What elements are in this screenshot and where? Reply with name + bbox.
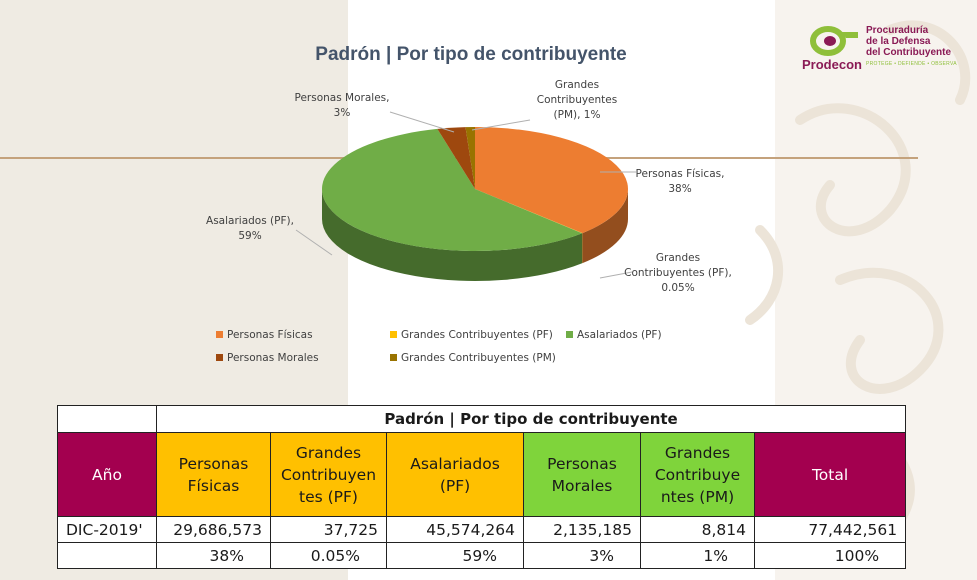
table-header-line: tes (PF) <box>299 487 358 506</box>
legend-swatch <box>216 354 223 361</box>
leader-line <box>295 229 333 256</box>
data-label: Asalariados (PF), 59% <box>206 215 294 242</box>
logo-tagline: PROTEGE • DEFIENDE • OBSERVA <box>866 61 957 67</box>
table-corner-cell <box>57 405 157 433</box>
logo-name-line: Procuraduría <box>866 25 929 36</box>
table-header-line: Personas <box>547 454 617 473</box>
table-header-cell: Personas Morales <box>523 432 641 517</box>
logo-name-line: del Contribuyente <box>866 47 952 58</box>
chart-title: Padrón | Por tipo de contribuyente <box>315 44 626 65</box>
table-cell: DIC-2019' <box>57 516 157 543</box>
table-row: DIC-2019' 29,686,573 37,725 45,574,264 2,135… <box>57 516 907 543</box>
table-header-cell: Personas Físicas <box>156 432 271 517</box>
table-header-line: Grandes <box>664 443 731 462</box>
legend-item: Personas Morales <box>227 352 319 364</box>
pie-slices <box>322 127 628 251</box>
pie-sides <box>322 189 628 281</box>
table-header-row: Año Personas Físicas Grandes Contribuyen tes … <box>57 432 907 517</box>
logo-name-line: de la Defensa <box>866 36 931 47</box>
table-cell: 38% <box>156 542 271 569</box>
table-header-line: (PF) <box>439 476 471 495</box>
leader-line <box>471 119 531 131</box>
legend-item: Grandes Contribuyentes (PF) <box>401 329 553 341</box>
table-title-row: Padrón | Por tipo de contribuyente <box>57 405 907 433</box>
table-header-cell: Grandes Contribuye ntes (PM) <box>640 432 755 517</box>
legend-swatch <box>216 331 223 338</box>
table-cell: 1% <box>640 542 755 569</box>
data-labels: Personas Físicas, 38% Grandes Contribuyente… <box>206 79 732 294</box>
table-header-line: ntes (PM) <box>660 487 735 506</box>
table-header-line: Físicas <box>187 476 240 495</box>
table-cell: 45,574,264 <box>386 516 524 543</box>
data-label: Grandes Contribuyentes (PF), 0.05% <box>624 252 732 294</box>
table-header-line: Total <box>811 465 849 484</box>
table-header-cell: Total <box>753 432 907 517</box>
table-header-line: Personas <box>178 454 249 473</box>
legend-item: Asalariados (PF) <box>577 329 662 341</box>
table-cell: 8,814 <box>640 516 755 543</box>
pie-chart: Padrón | Por tipo de contribuyente Perso… <box>206 44 732 364</box>
data-label: Personas Físicas, 38% <box>636 168 725 195</box>
leader-line <box>389 111 455 133</box>
leader-line <box>599 271 633 279</box>
logo-brand: Prodecon <box>802 57 862 72</box>
table-row: 38% 0.05% 59% 3% 1% 100% <box>57 542 907 569</box>
prodecon-logo: Prodecon Procuraduría de la Defensa del … <box>800 24 960 74</box>
table-header-line: Contribuyen <box>280 465 377 484</box>
legend-item: Personas Físicas <box>227 329 313 341</box>
table-header-cell: Grandes Contribuyen tes (PF) <box>270 432 387 517</box>
table-header-line: Año <box>92 465 122 484</box>
table-header-line: Grandes <box>295 443 362 462</box>
data-label: Personas Morales, 3% <box>295 92 390 119</box>
chart-legend: Personas Físicas Grandes Contribuyentes (… <box>216 329 662 364</box>
table-cell: 2,135,185 <box>523 516 641 543</box>
table-header-line: Asalariados <box>410 454 500 473</box>
prodecon-logo-mark <box>810 26 858 56</box>
table-title: Padrón | Por tipo de contribuyente <box>155 405 907 433</box>
table-header-cell: Asalariados (PF) <box>386 432 524 517</box>
leader-lines <box>295 111 636 279</box>
logo-name: Procuraduría de la Defensa del Contribuy… <box>866 25 966 58</box>
legend-item: Grandes Contribuyentes (PM) <box>401 352 556 364</box>
table-cell: 29,686,573 <box>156 516 271 543</box>
table-cell: 0.05% <box>270 542 387 569</box>
pie-slice <box>465 127 475 189</box>
pie-slice <box>437 127 475 189</box>
table-header-line: Contribuye <box>654 465 741 484</box>
pie-slice-side <box>322 189 583 281</box>
legend-swatch <box>566 331 573 338</box>
table-cell: 100% <box>753 542 907 569</box>
table-cell: 59% <box>386 542 524 569</box>
pie-slice <box>475 127 628 234</box>
table-cell <box>57 542 157 569</box>
table-cell: 37,725 <box>270 516 387 543</box>
pie-slice-side <box>582 189 628 264</box>
legend-swatch <box>390 354 397 361</box>
table-header-cell: Año <box>57 432 157 517</box>
data-table: Padrón | Por tipo de contribuyente Año Pe… <box>57 405 907 569</box>
pie-slice <box>475 189 583 234</box>
legend-swatch <box>390 331 397 338</box>
data-label: Grandes Contribuyentes (PM), 1% <box>537 79 617 121</box>
table-cell: 77,442,561 <box>753 516 907 543</box>
pie-slice <box>322 128 583 251</box>
table-header-line: Morales <box>551 476 613 495</box>
table-cell: 3% <box>523 542 641 569</box>
